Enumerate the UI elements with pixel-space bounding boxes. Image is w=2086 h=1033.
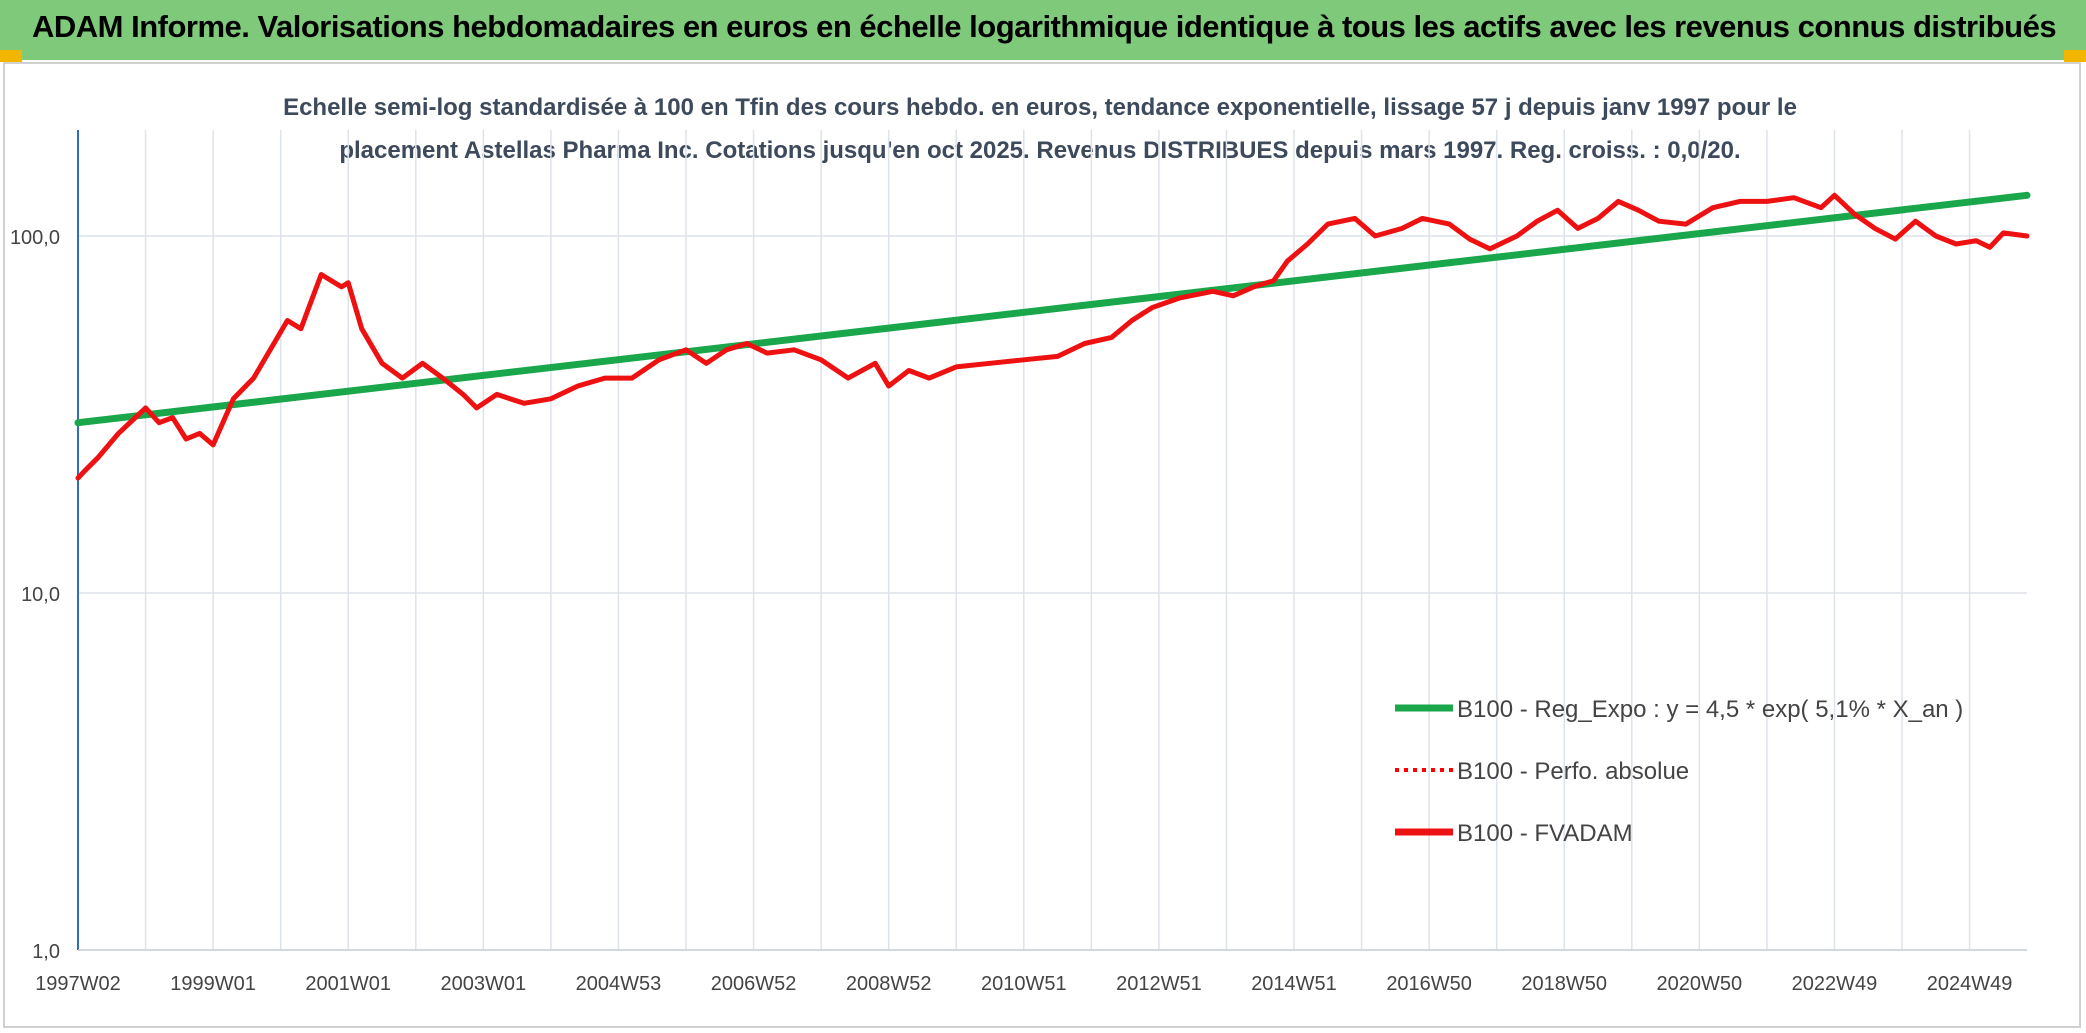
chart-frame <box>3 62 2081 1028</box>
x-tick-label: 2006W52 <box>711 973 797 995</box>
y-tick-label: 100,0 <box>10 227 60 249</box>
corner-accent-right <box>2064 50 2086 62</box>
chart-title-line-2: placement Astellas Pharma Inc. Cotations… <box>339 137 1740 164</box>
legend-label: B100 - FVADAM <box>1457 820 1633 847</box>
x-tick-label: 2008W52 <box>846 973 932 995</box>
y-tick-label: 10,0 <box>21 584 60 606</box>
x-tick-label: 2012W51 <box>1116 973 1202 995</box>
series-line-fvadam <box>75 192 2030 481</box>
header-bar: ADAM Informe. Valorisations hebdomadaire… <box>0 0 2086 60</box>
series-area <box>74 191 2031 481</box>
x-tick-label: 2024W49 <box>1927 973 2013 995</box>
grid <box>77 130 2027 951</box>
x-tick-label: 2010W51 <box>981 973 1067 995</box>
x-tick-label: 1999W01 <box>170 973 256 995</box>
y-tick-label: 1,0 <box>32 941 60 963</box>
chart-title-line-1: Echelle semi-log standardisée à 100 en T… <box>283 94 1797 121</box>
axes: 1,0 10,0 100,0 1997W02 1999W01 2001W01 2003W01… <box>10 130 2027 995</box>
legend-label: B100 - Reg_Expo : y = 4,5 * exp( 5,1% * … <box>1457 696 1963 723</box>
x-tick-label: 2020W50 <box>1657 973 1743 995</box>
corner-accent-left <box>0 50 22 62</box>
x-tick-label: 1997W02 <box>35 973 121 995</box>
series-line-regression <box>74 191 2031 427</box>
legend-label: B100 - Perfo. absolue <box>1457 758 1689 785</box>
page-title: ADAM Informe. Valorisations hebdomadaire… <box>32 9 2057 44</box>
x-tick-label: 2022W49 <box>1792 973 1878 995</box>
x-tick-label: 2014W51 <box>1251 973 1337 995</box>
x-tick-label: 2016W50 <box>1386 973 1472 995</box>
x-tick-label: 2018W50 <box>1521 973 1607 995</box>
legend: B100 - Reg_Expo : y = 4,5 * exp( 5,1% * … <box>1395 696 1963 847</box>
x-tick-label: 2004W53 <box>576 973 662 995</box>
x-tick-label: 2003W01 <box>441 973 527 995</box>
x-tick-label: 2001W01 <box>305 973 391 995</box>
